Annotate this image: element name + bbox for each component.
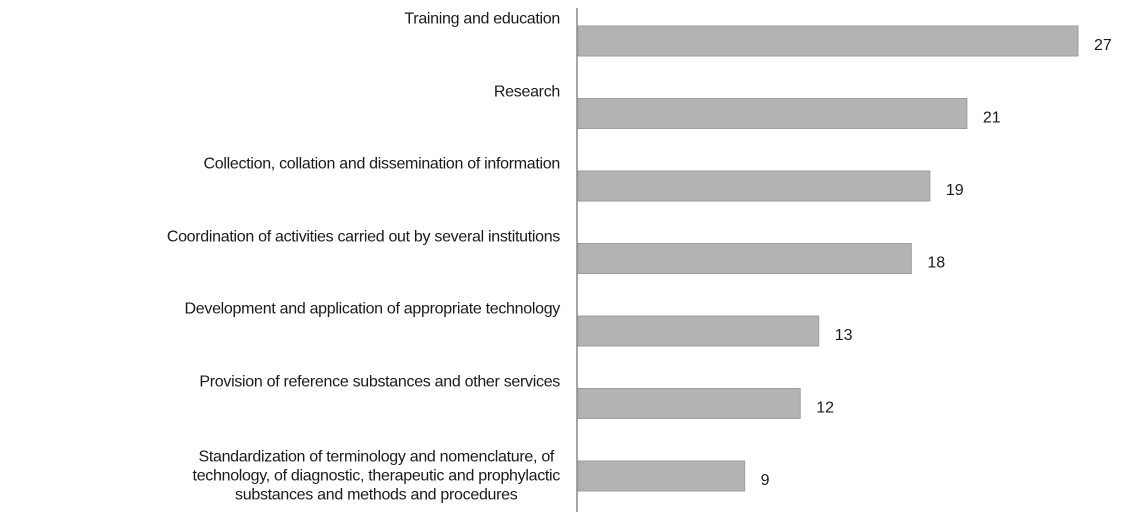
- category-label: Development and application of appropria…: [184, 300, 561, 318]
- category-label: Standardization of terminology and nomen…: [192, 448, 561, 504]
- value-label: 19: [946, 182, 964, 199]
- category-label: Training and education: [404, 10, 560, 28]
- bar: [577, 315, 820, 347]
- bar: [577, 170, 931, 202]
- value-label: 27: [1094, 37, 1112, 54]
- value-label: 12: [816, 400, 834, 417]
- category-label: Provision of reference substances and ot…: [199, 373, 560, 390]
- value-label: 18: [927, 255, 945, 272]
- value-label: 13: [835, 327, 853, 344]
- bar: [577, 98, 968, 129]
- category-label: Collection, collation and dissemination …: [203, 155, 561, 173]
- bar: [577, 388, 801, 419]
- value-label: 21: [983, 110, 1001, 127]
- category-label: Coordination of activities carried out b…: [166, 228, 560, 245]
- value-label: 9: [761, 472, 770, 489]
- category-label: Research: [493, 83, 560, 100]
- bar: [577, 460, 746, 492]
- bar: [577, 243, 912, 274]
- bar: [577, 25, 1079, 57]
